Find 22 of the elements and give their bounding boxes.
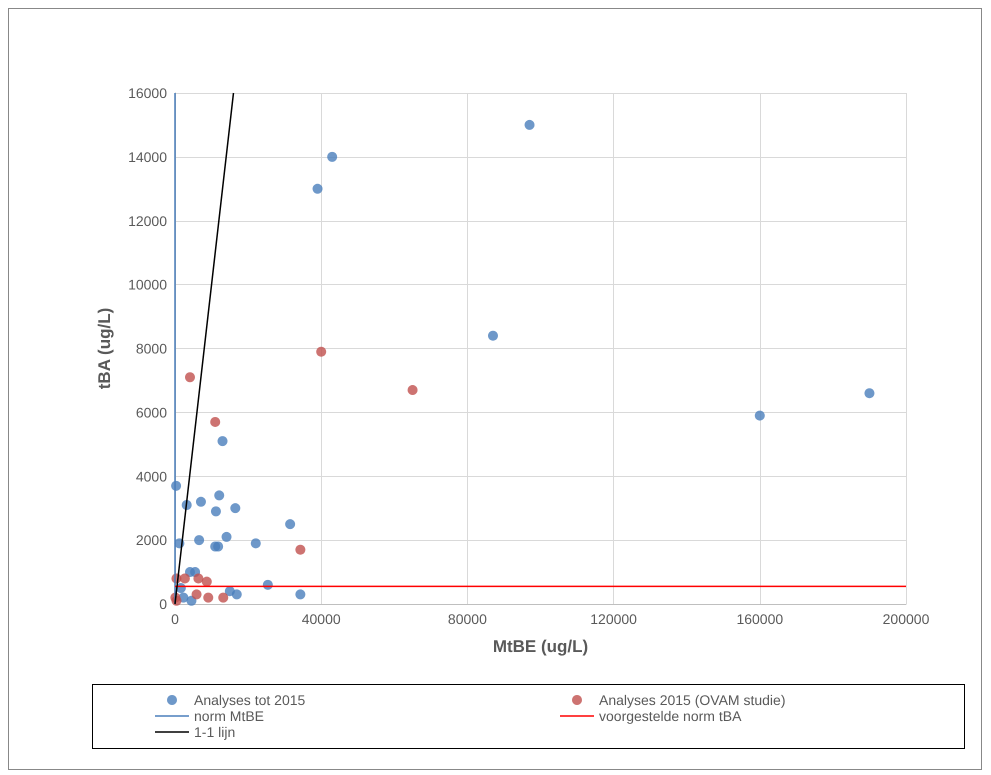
x-tick-label: 0: [171, 611, 180, 627]
y-axis-title: tBA (ug/L): [95, 308, 114, 390]
y-tick-label: 14000: [128, 148, 168, 165]
legend-label: voorgestelde norm tBA: [599, 708, 742, 724]
y-tick-label: 12000: [128, 212, 168, 229]
x-tick-label: 120000: [590, 611, 638, 627]
y-tick-label: 2000: [136, 532, 168, 548]
legend-label: 1-1 lijn: [194, 724, 236, 740]
x-tick-label: 160000: [736, 611, 784, 627]
x-tick-label: 80000: [448, 611, 488, 627]
legend-label: Analyses 2015 (OVAM studie): [599, 692, 786, 708]
x-axis-title: MtBE (ug/L): [492, 637, 588, 656]
legend-label: norm MtBE: [194, 708, 264, 724]
x-tick-label: 200000: [882, 611, 930, 627]
y-tick-label: 10000: [128, 276, 168, 293]
y-tick-label: 0: [159, 596, 168, 612]
legend-label: Analyses tot 2015: [194, 692, 306, 708]
y-tick-label: 8000: [136, 340, 168, 356]
y-tick-label: 4000: [136, 468, 168, 484]
x-tick-label: 40000: [302, 611, 341, 627]
y-tick-label: 16000: [128, 85, 168, 101]
y-tick-label: 6000: [136, 404, 168, 420]
